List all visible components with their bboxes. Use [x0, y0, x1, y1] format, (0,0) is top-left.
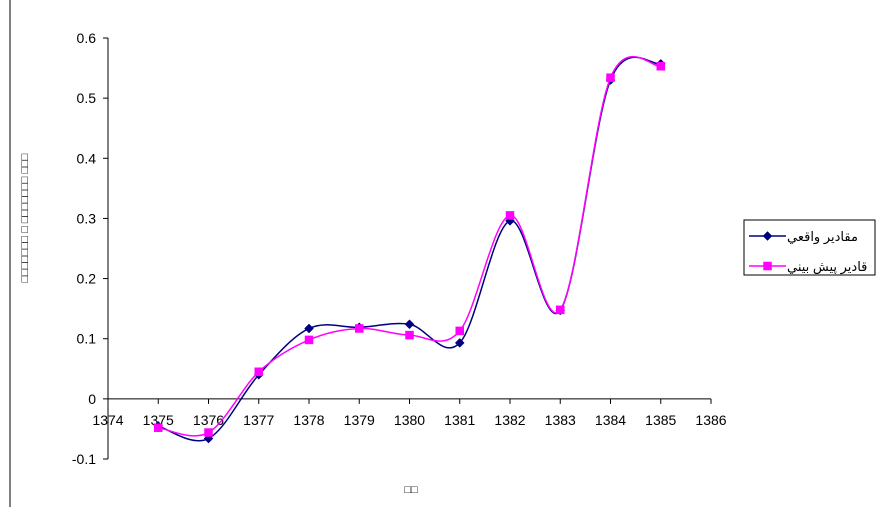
x-axis-label: □□	[404, 484, 418, 496]
x-tick-label: 1374	[92, 412, 123, 428]
y-axis-label: □□□□□□□ □ □□□□□□□ □□□	[19, 153, 31, 282]
data-point-marker	[505, 211, 515, 220]
data-point-marker	[355, 324, 364, 333]
x-tick-label: 1381	[444, 412, 475, 428]
data-point-marker	[556, 305, 565, 315]
data-point-marker	[304, 323, 314, 334]
x-tick-label: 1386	[695, 412, 726, 428]
data-point-marker	[454, 338, 465, 348]
x-tick-label: 1382	[494, 412, 525, 428]
y-tick-label: 0	[88, 391, 96, 407]
legend-item: مقادير واقعي	[749, 229, 858, 245]
data-point-marker	[455, 326, 464, 336]
series-1	[153, 56, 666, 444]
data-point-marker	[405, 330, 414, 340]
y-tick-label: 0.2	[77, 271, 97, 287]
y-tick-label: 0.3	[77, 210, 97, 226]
data-point-marker	[606, 73, 615, 82]
legend-item: قادير پيش بيني	[749, 259, 867, 275]
legend-label: مقادير واقعي	[787, 229, 858, 245]
data-point-marker	[254, 367, 263, 377]
data-point-marker	[304, 335, 314, 345]
data-point-marker	[204, 428, 213, 437]
x-tick-label: 1378	[293, 412, 324, 428]
data-point-marker	[404, 319, 415, 330]
series-line	[158, 55, 661, 437]
y-tick-label: 0.6	[77, 30, 97, 46]
axes-layer: -0.1 0 0.1 0.2 0.3 0.4 0.5 0.6 1374 1375 1376 1377 1…	[72, 30, 727, 467]
x-tick-label: 1385	[645, 412, 676, 428]
legend-items: مقادير واقعي قادير پيش بيني	[749, 229, 867, 275]
legend-swatch-marker	[763, 261, 772, 271]
legend-swatch-marker	[762, 231, 773, 241]
data-point-marker	[154, 423, 163, 432]
y-tick-label: 0.5	[77, 90, 97, 106]
data-point-marker	[656, 62, 665, 71]
x-tick-label: 1379	[344, 412, 375, 428]
x-tick-label: 1384	[595, 412, 626, 428]
x-tick-label: 1377	[243, 412, 274, 428]
series-2	[154, 55, 665, 437]
y-tick-label: 0.4	[77, 150, 97, 166]
x-tick-label: 1375	[143, 412, 174, 428]
y-tick-label: -0.1	[72, 451, 96, 467]
series-line	[158, 56, 661, 442]
series-layer	[153, 55, 666, 444]
x-tick-label: 1383	[545, 412, 576, 428]
legend: مقادير واقعي قادير پيش بيني	[743, 219, 876, 276]
y-tick-label: 0.1	[77, 331, 97, 347]
x-tick-label: 1380	[394, 412, 425, 428]
legend-label: قادير پيش بيني	[787, 259, 867, 275]
x-tick-label: 1376	[193, 412, 224, 428]
